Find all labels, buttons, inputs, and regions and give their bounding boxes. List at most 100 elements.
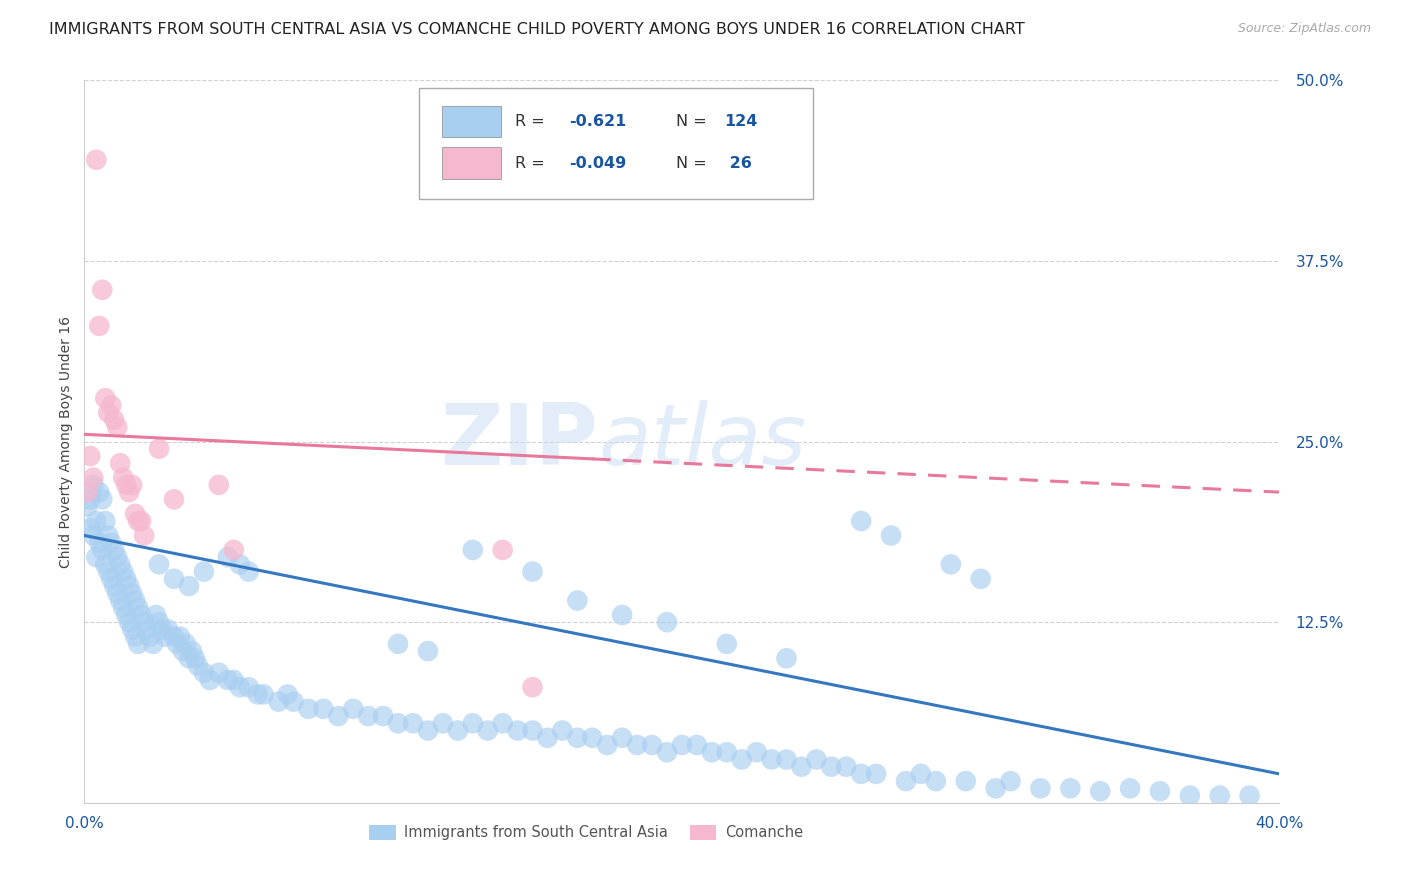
Text: N =: N = bbox=[676, 114, 707, 129]
Point bbox=[217, 673, 239, 687]
FancyBboxPatch shape bbox=[441, 147, 502, 179]
Point bbox=[208, 478, 231, 492]
Point bbox=[612, 731, 634, 745]
Point bbox=[110, 456, 132, 470]
Point bbox=[184, 651, 207, 665]
Text: Source: ZipAtlas.com: Source: ZipAtlas.com bbox=[1237, 22, 1371, 36]
Point bbox=[127, 514, 149, 528]
Point bbox=[357, 709, 380, 723]
Point bbox=[865, 767, 887, 781]
Point bbox=[686, 738, 709, 752]
Point bbox=[312, 702, 335, 716]
Point bbox=[79, 492, 101, 507]
Point bbox=[402, 716, 425, 731]
Point bbox=[112, 470, 135, 484]
Point bbox=[129, 514, 152, 528]
Point bbox=[86, 550, 108, 565]
Point bbox=[880, 528, 903, 542]
Point bbox=[103, 413, 125, 427]
Point bbox=[172, 644, 194, 658]
Point bbox=[536, 731, 558, 745]
Point bbox=[222, 673, 245, 687]
Point bbox=[198, 673, 221, 687]
Text: 124: 124 bbox=[724, 114, 756, 129]
Point bbox=[1029, 781, 1052, 796]
Point bbox=[94, 558, 117, 572]
Point bbox=[100, 535, 122, 549]
Point bbox=[806, 752, 828, 766]
Point bbox=[1149, 784, 1171, 798]
Point bbox=[228, 680, 252, 694]
Text: -0.049: -0.049 bbox=[569, 156, 627, 171]
Point bbox=[731, 752, 754, 766]
Point bbox=[1090, 784, 1112, 798]
Point bbox=[1209, 789, 1232, 803]
Point bbox=[148, 558, 170, 572]
Point bbox=[166, 637, 188, 651]
Point bbox=[163, 630, 186, 644]
Point bbox=[246, 687, 269, 701]
Point bbox=[118, 579, 141, 593]
Point bbox=[461, 716, 484, 731]
Point bbox=[581, 731, 603, 745]
Point bbox=[150, 623, 173, 637]
Point bbox=[91, 542, 114, 557]
Point bbox=[97, 528, 120, 542]
Point bbox=[567, 731, 589, 745]
Point bbox=[115, 478, 138, 492]
Text: atlas: atlas bbox=[599, 400, 806, 483]
Point bbox=[775, 651, 797, 665]
Point bbox=[82, 478, 104, 492]
Point bbox=[177, 579, 200, 593]
Point bbox=[851, 514, 873, 528]
Point bbox=[522, 565, 544, 579]
Point bbox=[148, 615, 170, 630]
Point bbox=[551, 723, 574, 738]
Point bbox=[97, 406, 120, 420]
Point bbox=[208, 665, 231, 680]
Point bbox=[181, 644, 204, 658]
Point bbox=[477, 723, 499, 738]
Point bbox=[387, 637, 409, 651]
Point bbox=[127, 600, 149, 615]
Point bbox=[103, 579, 125, 593]
Point bbox=[297, 702, 319, 716]
Point bbox=[492, 716, 515, 731]
Point bbox=[761, 752, 783, 766]
Point bbox=[522, 723, 544, 738]
Point bbox=[1119, 781, 1142, 796]
Point bbox=[193, 565, 215, 579]
Point bbox=[157, 623, 180, 637]
Point bbox=[94, 514, 117, 528]
Point bbox=[655, 745, 678, 759]
FancyBboxPatch shape bbox=[441, 105, 502, 137]
Point bbox=[217, 550, 239, 565]
Text: 26: 26 bbox=[724, 156, 752, 171]
Text: R =: R = bbox=[515, 114, 550, 129]
Point bbox=[121, 586, 143, 600]
Point bbox=[97, 565, 120, 579]
Point bbox=[105, 420, 128, 434]
Point bbox=[187, 658, 209, 673]
Point bbox=[118, 615, 141, 630]
Point bbox=[925, 774, 948, 789]
Point bbox=[79, 521, 101, 535]
Point bbox=[328, 709, 350, 723]
Point bbox=[461, 542, 484, 557]
Point bbox=[110, 593, 132, 607]
Point bbox=[115, 572, 138, 586]
Point bbox=[432, 716, 454, 731]
Point bbox=[970, 572, 993, 586]
Legend: Immigrants from South Central Asia, Comanche: Immigrants from South Central Asia, Coma… bbox=[364, 819, 808, 847]
Point bbox=[121, 623, 143, 637]
FancyBboxPatch shape bbox=[419, 87, 814, 200]
Point bbox=[387, 716, 409, 731]
Y-axis label: Child Poverty Among Boys Under 16: Child Poverty Among Boys Under 16 bbox=[59, 316, 73, 567]
Text: ZIP: ZIP bbox=[440, 400, 599, 483]
Point bbox=[105, 586, 128, 600]
Point bbox=[775, 752, 797, 766]
Point bbox=[416, 723, 439, 738]
Point bbox=[267, 695, 290, 709]
Point bbox=[910, 767, 932, 781]
Point bbox=[86, 514, 108, 528]
